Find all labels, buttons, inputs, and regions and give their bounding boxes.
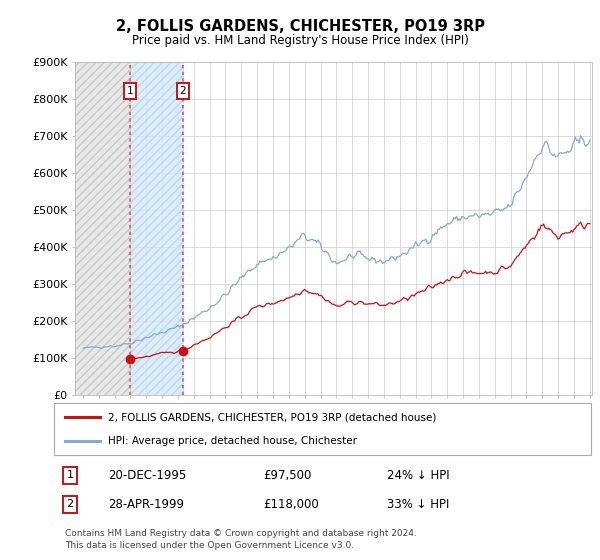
Point [178,347,188,356]
Text: 33% ↓ HPI: 33% ↓ HPI [387,498,449,511]
Text: £97,500: £97,500 [263,469,312,482]
Text: 28-APR-1999: 28-APR-1999 [108,498,184,511]
Text: 2: 2 [180,86,187,96]
Text: 24% ↓ HPI: 24% ↓ HPI [387,469,449,482]
Bar [130,62,183,395]
Text: 1: 1 [127,86,133,96]
Text: 1: 1 [67,470,74,480]
Text: 2, FOLLIS GARDENS, CHICHESTER, PO19 3RP (detached house): 2, FOLLIS GARDENS, CHICHESTER, PO19 3RP … [108,412,436,422]
Text: 20-DEC-1995: 20-DEC-1995 [108,469,186,482]
Text: This data is licensed under the Open Government Licence v3.0.: This data is licensed under the Open Gov… [65,541,354,550]
Text: 2, FOLLIS GARDENS, CHICHESTER, PO19 3RP: 2, FOLLIS GARDENS, CHICHESTER, PO19 3RP [115,19,485,34]
Point [125,354,135,363]
Text: £118,000: £118,000 [263,498,319,511]
Bar [75,62,130,395]
Text: HPI: Average price, detached house, Chichester: HPI: Average price, detached house, Chic… [108,436,356,446]
Text: 2: 2 [67,500,74,509]
Text: Price paid vs. HM Land Registry's House Price Index (HPI): Price paid vs. HM Land Registry's House … [131,34,469,46]
Text: Contains HM Land Registry data © Crown copyright and database right 2024.: Contains HM Land Registry data © Crown c… [65,529,416,538]
